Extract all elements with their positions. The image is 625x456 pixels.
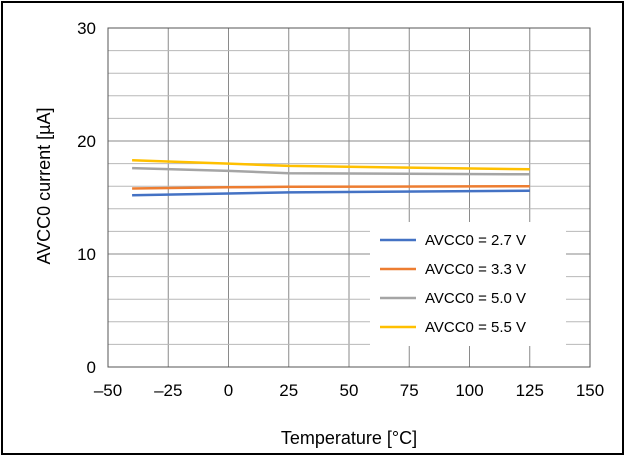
y-tick-label: 20 — [77, 132, 96, 151]
legend-label-2: AVCC0 = 3.3 V — [425, 261, 526, 278]
x-tick-label: 75 — [400, 381, 419, 400]
legend-box — [370, 222, 566, 346]
y-axis-title: AVCC0 current [µA] — [34, 107, 54, 264]
x-tick-label: 50 — [340, 381, 359, 400]
x-tick-label: 25 — [279, 381, 298, 400]
legend: AVCC0 = 2.7 V AVCC0 = 3.3 V AVCC0 = 5.0 V A… — [370, 222, 566, 346]
x-tick-label: 100 — [455, 381, 483, 400]
plot-border — [107, 27, 591, 368]
plot-area-border — [107, 27, 591, 368]
x-tick-label: 125 — [516, 381, 544, 400]
series-line-2 — [132, 184, 530, 190]
y-tick-labels: 0 10 20 30 — [77, 19, 96, 377]
x-tick-labels: –50 –25 0 25 50 75 100 125 150 — [94, 381, 604, 400]
y-tick-label: 30 — [77, 19, 96, 38]
x-tick-label: 0 — [224, 381, 233, 400]
legend-label-1: AVCC0 = 2.7 V — [425, 232, 526, 249]
series-lines — [132, 158, 530, 197]
y-tick-label: 10 — [77, 245, 96, 264]
series-line-4 — [132, 158, 530, 171]
x-tick-label: –50 — [94, 381, 122, 400]
series-line-1 — [132, 189, 530, 197]
x-tick-label: 150 — [576, 381, 604, 400]
series-line-3 — [132, 166, 530, 176]
x-tick-label: –25 — [154, 381, 182, 400]
x-axis-title: Temperature [°C] — [281, 428, 417, 448]
legend-label-4: AVCC0 = 5.5 V — [425, 319, 526, 336]
y-tick-label: 0 — [87, 358, 96, 377]
legend-label-3: AVCC0 = 5.0 V — [425, 290, 526, 307]
